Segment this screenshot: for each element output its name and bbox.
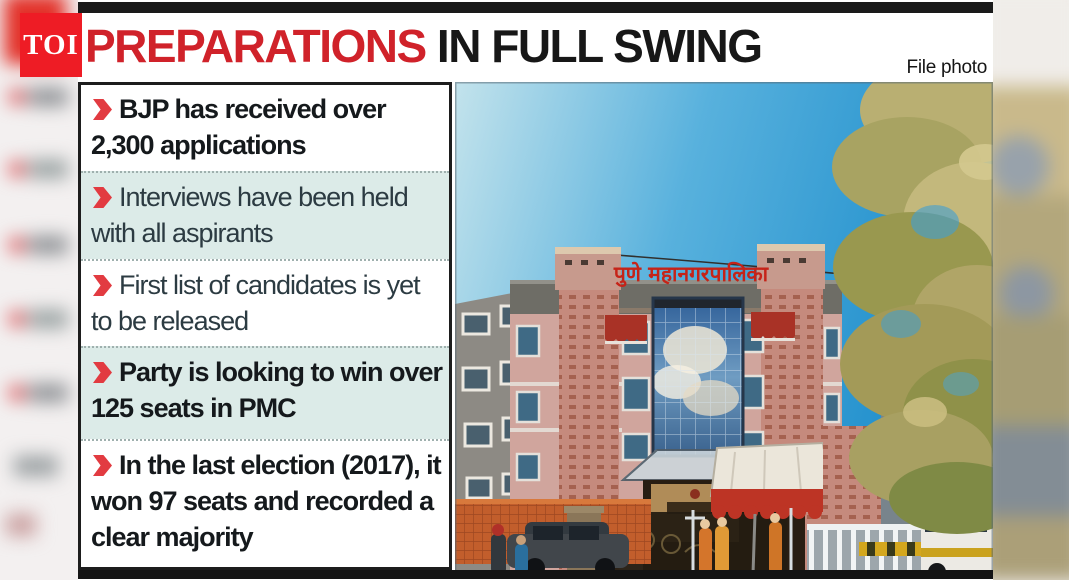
blurred-right-edge [993, 0, 1069, 580]
glass-curtain-wall [651, 296, 745, 458]
arrow-bullet-icon [93, 362, 112, 383]
headline: PREPARATIONS IN FULL SWING [78, 13, 993, 77]
gate-frame [685, 508, 793, 572]
pmc-building-photo: पुणे महानगरपालिका [455, 82, 993, 572]
tree-foliage [832, 82, 993, 534]
bullet-item: BJP has received over 2,300 applications [81, 85, 449, 171]
building-sign: पुणे महानगरपालिका [613, 261, 770, 288]
bullet-text: Party is looking to win over 125 seats i… [91, 357, 443, 423]
bullet-text: BJP has received over 2,300 applications [91, 94, 387, 160]
red-awnings [605, 312, 795, 344]
headline-red-part: PREPARATIONS [85, 20, 427, 72]
parked-car [507, 522, 629, 572]
bullet-list: BJP has received over 2,300 applications… [78, 82, 452, 570]
content-panel: PREPARATIONS IN FULL SWING File photo BJ… [78, 0, 993, 580]
arrow-bullet-icon [93, 99, 112, 120]
bullet-item: Party is looking to win over 125 seats i… [81, 346, 449, 439]
bottom-black-bar [78, 570, 993, 579]
blurred-left-edge [0, 0, 78, 580]
bullet-text: Interviews have been held with all aspir… [91, 182, 409, 248]
gate-awning [709, 441, 832, 572]
bullet-item: Interviews have been held with all aspir… [81, 171, 449, 259]
photo-canvas: पुणे महानगरपालिका [455, 82, 993, 572]
headline-black-part: IN FULL SWING [425, 20, 763, 72]
toi-logo: TOI [20, 13, 82, 77]
blurred-right-content [993, 0, 1069, 580]
tree [832, 82, 993, 534]
toi-logo-text: TOI [23, 28, 79, 61]
bullet-text: In the last election (2017), it won 97 s… [91, 450, 442, 552]
headline-band: PREPARATIONS IN FULL SWING File photo [78, 13, 993, 82]
bullet-item: First list of candidates is yet to be re… [81, 259, 449, 346]
arrow-bullet-icon [93, 275, 112, 296]
pedestrians [491, 513, 782, 572]
photo-credit: File photo [906, 57, 988, 78]
bullet-item: In the last election (2017), it won 97 s… [81, 439, 449, 567]
yellow-barricade [859, 542, 929, 556]
arrow-bullet-icon [93, 455, 112, 476]
bullet-text: First list of candidates is yet to be re… [91, 270, 421, 336]
blurred-left-content [0, 0, 78, 580]
street-level [455, 499, 993, 572]
top-black-bar [78, 2, 993, 13]
tower-caps [555, 244, 825, 290]
arrow-bullet-icon [93, 187, 112, 208]
